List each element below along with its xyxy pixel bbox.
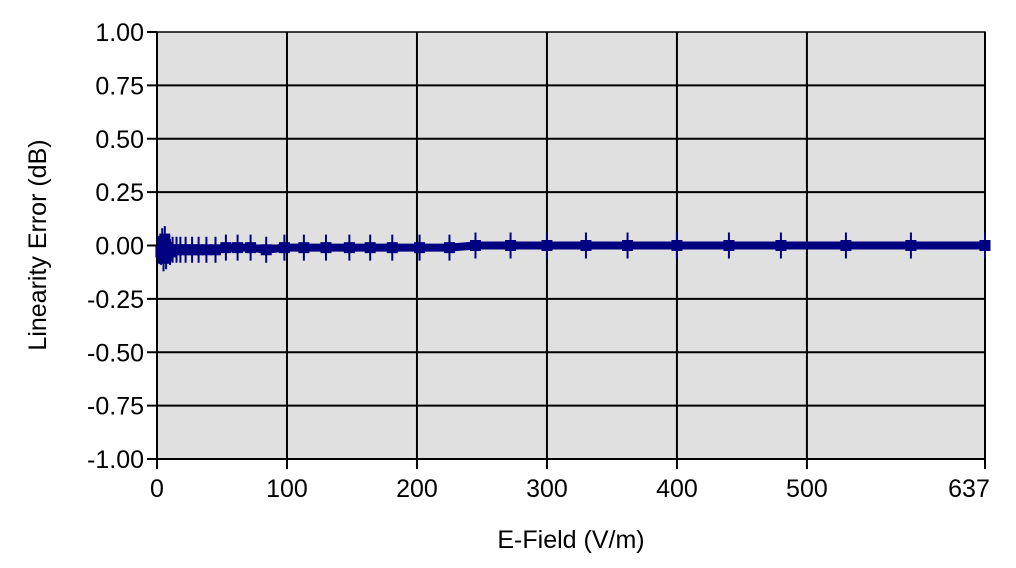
- x-tick-label-4: 400: [656, 475, 698, 503]
- data-point-19: [278, 242, 290, 254]
- data-point-16: [232, 242, 244, 254]
- data-point-30: [580, 240, 592, 251]
- data-point-25: [414, 242, 426, 254]
- data-point-37: [979, 240, 991, 251]
- y-axis-ticks: 1.00 0.75 0.50 0.25 0.00 -0.25 -0.50 -0.75 -1.00: [87, 19, 157, 474]
- y-tick-label-2: 0.50: [95, 126, 144, 154]
- data-point-14: [209, 244, 221, 256]
- data-point-11: [186, 244, 198, 256]
- data-point-17: [245, 242, 257, 254]
- data-point-36: [905, 240, 917, 251]
- y-tick-label-1: 0.75: [95, 72, 144, 100]
- data-point-35: [840, 240, 852, 251]
- data-point-34: [775, 240, 787, 251]
- x-tick-label-6: 637: [948, 475, 990, 503]
- x-tick-label-2: 200: [396, 475, 438, 503]
- data-point-33: [723, 240, 735, 251]
- x-tick-label-0: 0: [150, 475, 164, 503]
- data-point-29: [541, 240, 553, 251]
- data-point-23: [364, 242, 376, 254]
- series-markers: [155, 226, 991, 272]
- y-tick-label-3: 0.25: [95, 179, 144, 207]
- x-axis-ticks: 0 100 200 300 400 500 637: [150, 459, 990, 503]
- data-point-3: [159, 233, 171, 245]
- data-point-24: [386, 242, 398, 254]
- data-point-18: [260, 244, 272, 256]
- data-point-28: [505, 240, 517, 251]
- data-point-26: [443, 242, 455, 254]
- data-point-21: [320, 242, 332, 254]
- y-tick-label-5: -0.25: [87, 286, 144, 314]
- data-point-12: [193, 244, 205, 256]
- y-tick-label-7: -0.75: [87, 393, 144, 421]
- data-point-10: [180, 244, 192, 256]
- data-point-15: [220, 242, 232, 254]
- x-tick-label-3: 300: [526, 475, 568, 503]
- y-tick-label-6: -0.50: [87, 339, 144, 367]
- data-point-22: [343, 242, 355, 254]
- x-tick-label-5: 500: [786, 475, 828, 503]
- data-point-27: [469, 240, 481, 251]
- x-tick-label-1: 100: [266, 475, 308, 503]
- data-point-32: [671, 240, 683, 251]
- y-axis-title: Linearity Error (dB): [24, 139, 52, 350]
- data-point-13: [200, 244, 212, 256]
- data-point-31: [622, 240, 634, 251]
- data-point-20: [298, 242, 310, 254]
- x-axis-title: E-Field (V/m): [497, 526, 644, 554]
- y-tick-label-8: -1.00: [87, 446, 144, 474]
- y-tick-label-4: 0.00: [95, 233, 144, 261]
- y-tick-label-0: 1.00: [95, 19, 144, 47]
